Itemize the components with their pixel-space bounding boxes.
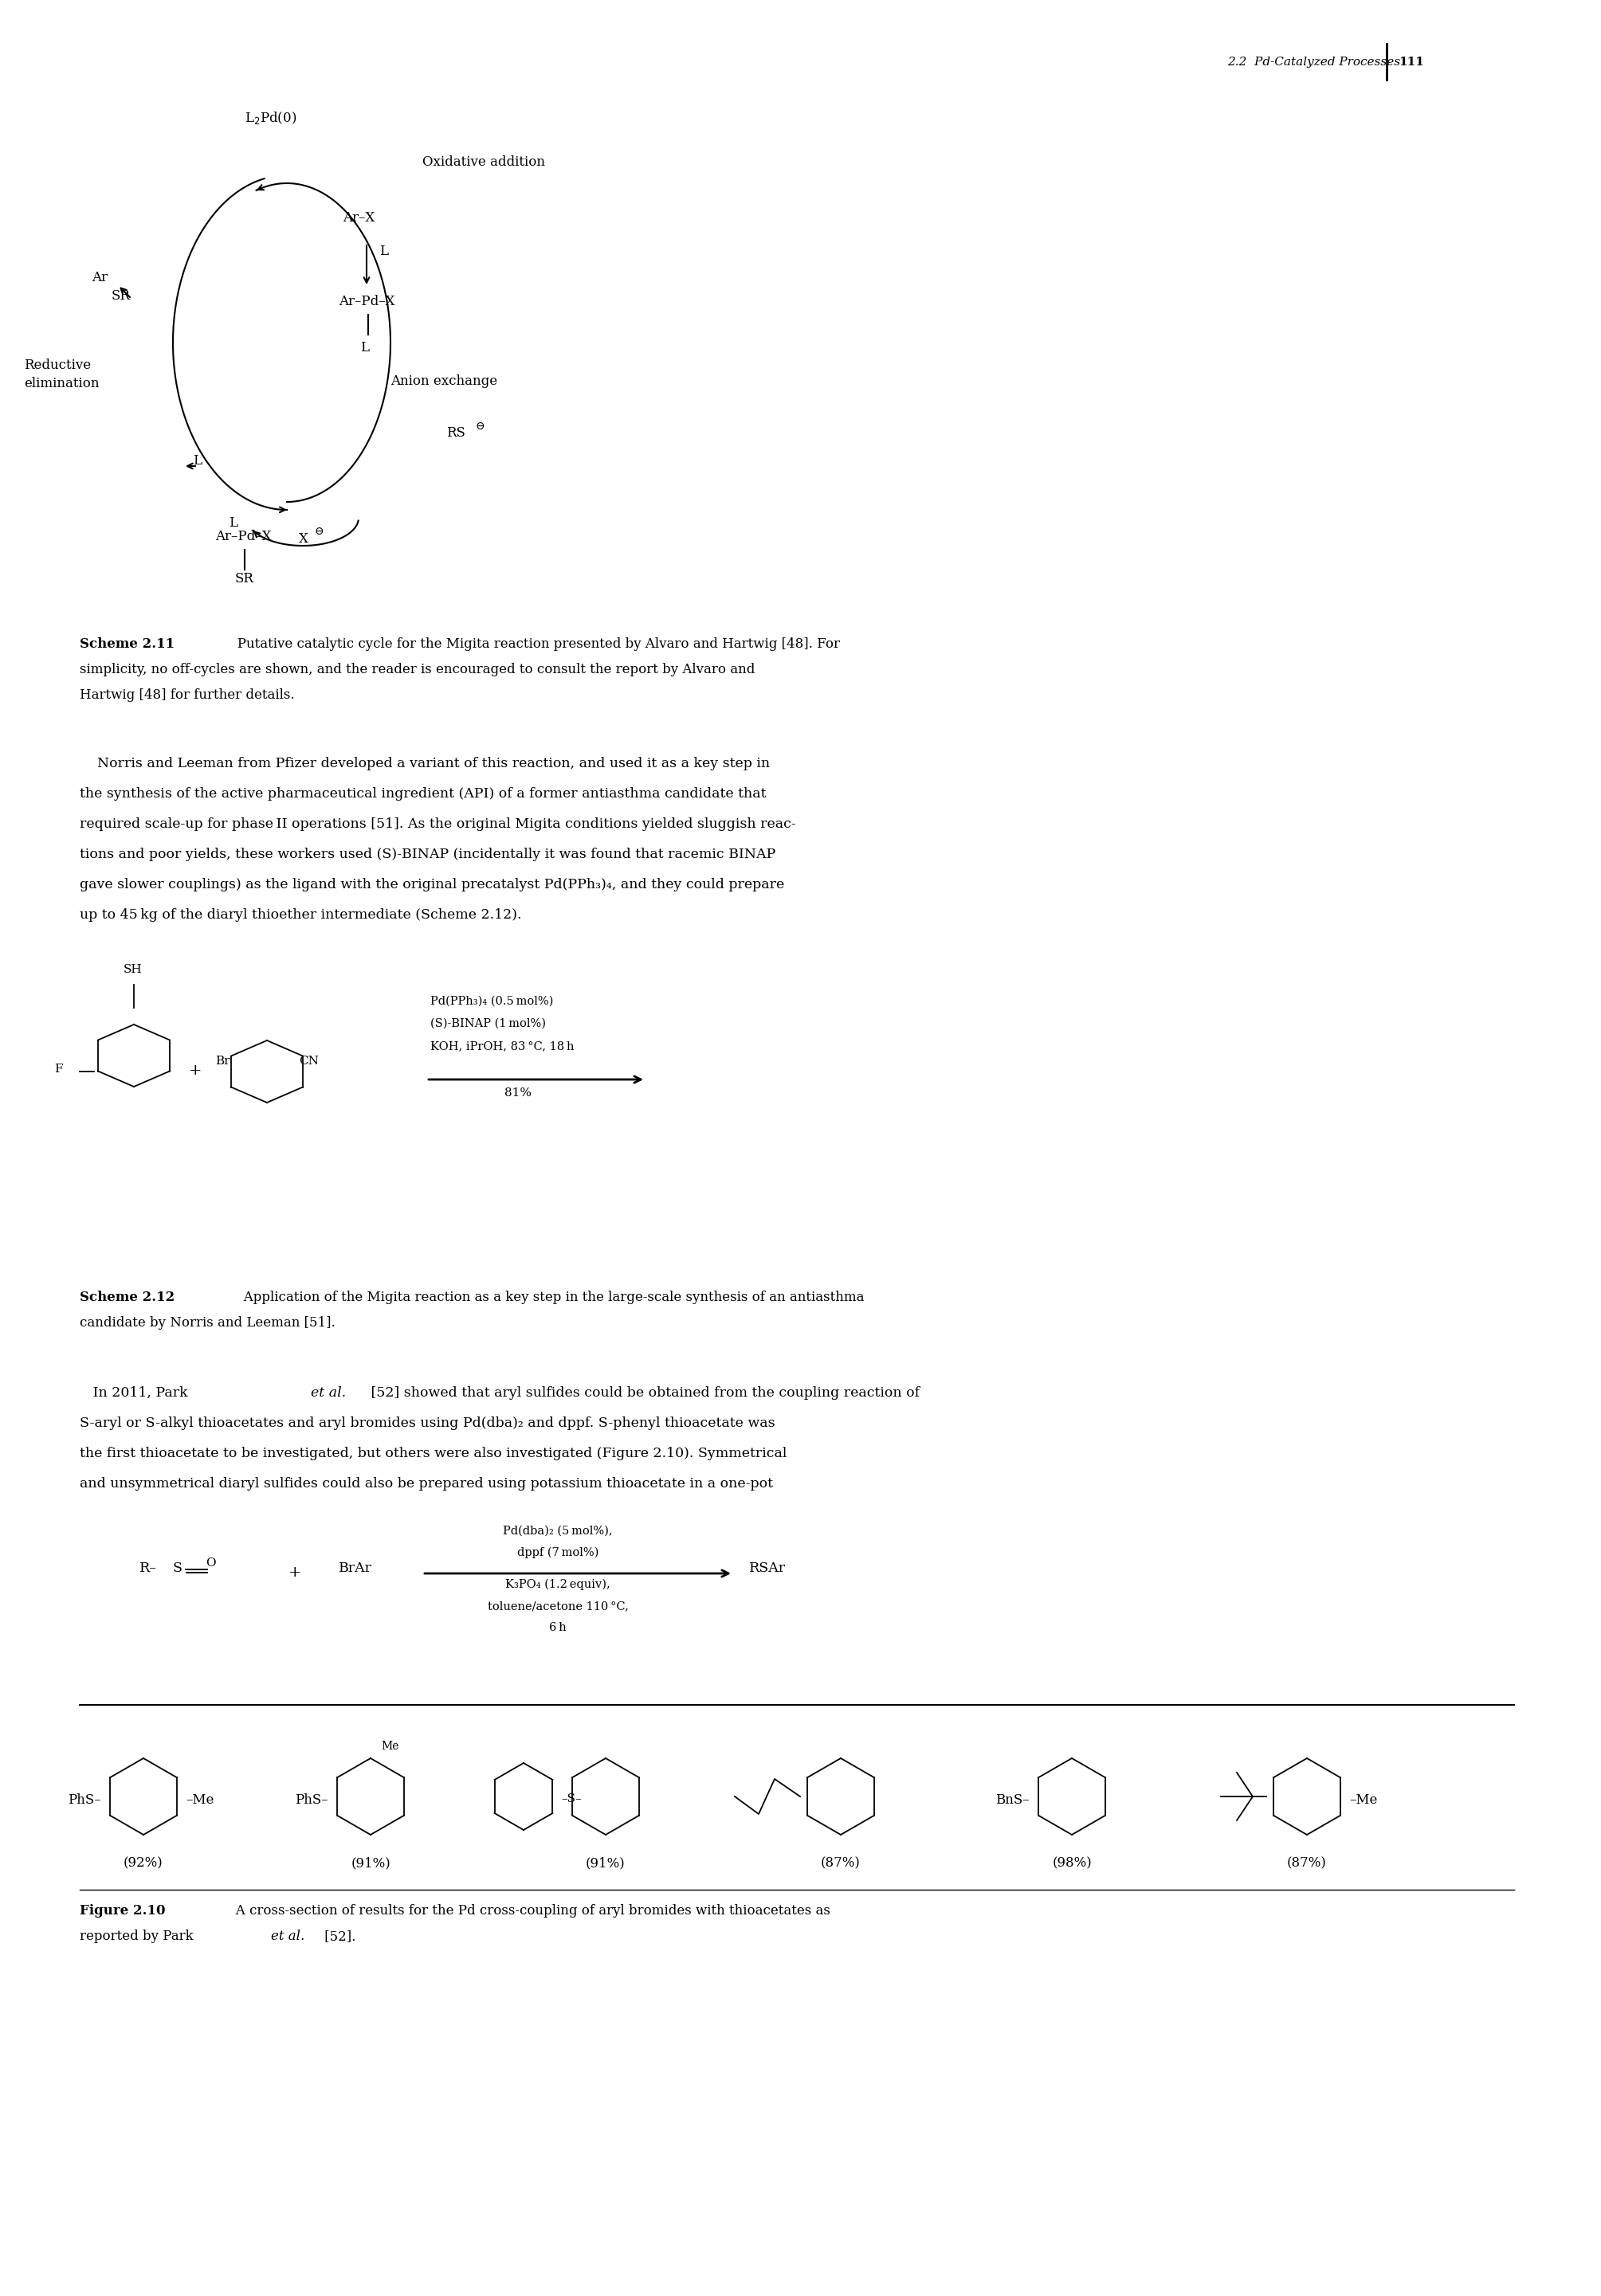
- Text: Pd(PPh₃)₄ (0.5 mol%): Pd(PPh₃)₄ (0.5 mol%): [431, 996, 554, 1008]
- Text: S-aryl or S-alkyl thioacetates and aryl bromides using Pd(dba)₂ and dppf. S-phen: S-aryl or S-alkyl thioacetates and aryl …: [80, 1417, 775, 1430]
- Text: the first thioacetate to be investigated, but others were also investigated (Fig: the first thioacetate to be investigated…: [80, 1446, 786, 1460]
- Text: Application of the Migita reaction as a key step in the large-scale synthesis of: Application of the Migita reaction as a …: [231, 1290, 865, 1304]
- Text: simplicity, no off-cycles are shown, and the reader is encouraged to consult the: simplicity, no off-cycles are shown, and…: [80, 664, 756, 677]
- Text: –Me: –Me: [1350, 1793, 1377, 1807]
- Text: required scale-up for phase II operations [51]. As the original Migita condition: required scale-up for phase II operation…: [80, 817, 796, 831]
- Text: PhS–: PhS–: [67, 1793, 101, 1807]
- Text: X: X: [299, 533, 309, 546]
- Text: L: L: [360, 342, 368, 354]
- Text: (S)-BINAP (1 mol%): (S)-BINAP (1 mol%): [431, 1017, 546, 1029]
- Text: BrAr: BrAr: [339, 1561, 371, 1575]
- Text: SH: SH: [123, 964, 142, 976]
- Text: Me: Me: [381, 1740, 399, 1752]
- Text: Figure 2.10: Figure 2.10: [80, 1903, 165, 1917]
- Text: 111: 111: [1399, 57, 1423, 67]
- Text: the synthesis of the active pharmaceutical ingredient (API) of a former antiasth: the synthesis of the active pharmaceutic…: [80, 788, 767, 801]
- Text: (91%): (91%): [351, 1855, 391, 1869]
- Text: up to 45 kg of the diaryl thioether intermediate (Scheme 2.12).: up to 45 kg of the diaryl thioether inte…: [80, 909, 522, 921]
- Text: PhS–: PhS–: [295, 1793, 328, 1807]
- Text: Oxidative addition: Oxidative addition: [423, 156, 544, 170]
- Text: –Me: –Me: [186, 1793, 215, 1807]
- Text: [52].: [52].: [320, 1929, 355, 1942]
- Text: RS: RS: [447, 427, 466, 441]
- Text: L: L: [229, 517, 239, 530]
- Text: Ar: Ar: [91, 271, 107, 285]
- Text: CN: CN: [299, 1056, 319, 1068]
- Text: Ar–Pd–X: Ar–Pd–X: [339, 294, 395, 308]
- Text: candidate by Norris and Leeman [51].: candidate by Norris and Leeman [51].: [80, 1316, 335, 1329]
- Text: In 2011, Park: In 2011, Park: [80, 1387, 192, 1401]
- Text: L$_2$Pd(0): L$_2$Pd(0): [245, 110, 296, 126]
- Text: Scheme 2.11: Scheme 2.11: [80, 638, 175, 650]
- Text: Pd(dba)₂ (5 mol%),: Pd(dba)₂ (5 mol%),: [503, 1525, 613, 1536]
- Text: L: L: [379, 243, 387, 257]
- Text: +: +: [189, 1063, 202, 1077]
- Text: et al.: et al.: [311, 1387, 346, 1401]
- Text: L: L: [194, 455, 202, 468]
- Text: A cross-section of results for the Pd cross-coupling of aryl bromides with thioa: A cross-section of results for the Pd cr…: [223, 1903, 831, 1917]
- Text: F: F: [54, 1063, 62, 1075]
- Text: [52] showed that aryl sulfides could be obtained from the coupling reaction of: [52] showed that aryl sulfides could be …: [367, 1387, 919, 1401]
- Text: Hartwig [48] for further details.: Hartwig [48] for further details.: [80, 689, 295, 703]
- Text: 2.2  Pd-Catalyzed Processes: 2.2 Pd-Catalyzed Processes: [1228, 57, 1401, 67]
- Text: ⊖: ⊖: [314, 526, 323, 537]
- Text: SR: SR: [112, 289, 131, 303]
- Text: R–: R–: [139, 1561, 157, 1575]
- Text: Norris and Leeman from Pfizer developed a variant of this reaction, and used it : Norris and Leeman from Pfizer developed …: [80, 758, 770, 771]
- Text: –S–: –S–: [560, 1793, 581, 1805]
- Text: tions and poor yields, these workers used (S)-BINAP (incidentally it was found t: tions and poor yields, these workers use…: [80, 847, 775, 861]
- Text: Anion exchange: Anion exchange: [391, 374, 498, 388]
- Text: (87%): (87%): [1287, 1855, 1327, 1869]
- Text: (98%): (98%): [1052, 1855, 1092, 1869]
- Text: and unsymmetrical diaryl sulfides could also be prepared using potassium thioace: and unsymmetrical diaryl sulfides could …: [80, 1476, 773, 1490]
- Text: reported by Park: reported by Park: [80, 1929, 197, 1942]
- Text: BnS–: BnS–: [996, 1793, 1029, 1807]
- Text: KOH, iPrOH, 83 °C, 18 h: KOH, iPrOH, 83 °C, 18 h: [431, 1040, 575, 1052]
- Text: toluene/acetone 110 °C,: toluene/acetone 110 °C,: [487, 1600, 628, 1612]
- Text: dppf (7 mol%): dppf (7 mol%): [517, 1548, 599, 1559]
- Text: Br: Br: [215, 1056, 231, 1068]
- Text: 6 h: 6 h: [549, 1621, 567, 1632]
- Text: 81%: 81%: [504, 1088, 532, 1097]
- Text: (91%): (91%): [586, 1855, 626, 1869]
- Text: RSAr: RSAr: [749, 1561, 786, 1575]
- Text: K₃PO₄ (1.2 equiv),: K₃PO₄ (1.2 equiv),: [506, 1580, 610, 1591]
- Text: O: O: [205, 1557, 216, 1568]
- Text: et al.: et al.: [271, 1929, 304, 1942]
- Text: (92%): (92%): [123, 1855, 163, 1869]
- Text: gave slower couplings) as the ligand with the original precatalyst Pd(PPh₃)₄, an: gave slower couplings) as the ligand wit…: [80, 877, 784, 891]
- Text: Reductive
elimination: Reductive elimination: [24, 358, 99, 390]
- Text: SR: SR: [235, 572, 255, 585]
- Text: Scheme 2.12: Scheme 2.12: [80, 1290, 175, 1304]
- Text: Ar–X: Ar–X: [343, 211, 375, 225]
- Text: ⊖: ⊖: [475, 420, 485, 432]
- Text: Ar–Pd–X: Ar–Pd–X: [215, 530, 271, 544]
- Text: S: S: [173, 1561, 181, 1575]
- Text: Putative catalytic cycle for the Migita reaction presented by Alvaro and Hartwig: Putative catalytic cycle for the Migita …: [224, 638, 841, 650]
- Text: +: +: [288, 1566, 301, 1580]
- Text: (87%): (87%): [821, 1855, 861, 1869]
